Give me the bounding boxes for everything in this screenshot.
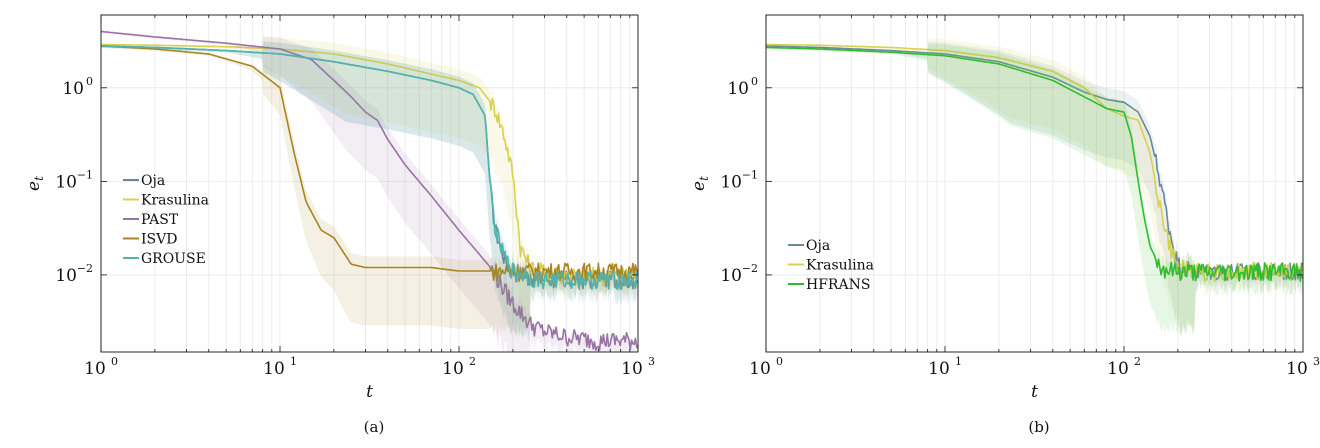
series-line-oja <box>766 45 1303 282</box>
series-line-past <box>101 30 638 351</box>
x-axis-label: t <box>1031 382 1038 402</box>
y-tick-label-exponent: 0 <box>751 75 758 88</box>
x-tick-label-exponent: 2 <box>1134 355 1141 368</box>
y-tick-label-exponent: −1 <box>77 168 93 181</box>
x-tick-label-exponent: 1 <box>955 355 962 368</box>
x-tick-label: 10 <box>928 359 950 379</box>
x-tick-label-exponent: 0 <box>776 355 783 368</box>
legend-label: Krasulina <box>141 193 209 209</box>
legend-label: GROUSE <box>141 251 206 267</box>
x-tick-label-exponent: 1 <box>290 355 297 368</box>
legend-item-krasulina: Krasulina <box>123 193 209 209</box>
series-line-grouse <box>101 45 638 291</box>
x-tick-label: 10 <box>749 359 771 379</box>
series-band-hfrans <box>766 43 1303 339</box>
legend-label: PAST <box>141 212 179 228</box>
x-tick-label: 10 <box>84 359 106 379</box>
y-tick-label-exponent: −2 <box>77 262 93 275</box>
plot-area <box>101 30 638 352</box>
series-line-krasulina <box>766 43 1303 282</box>
legend-label: HFRANS <box>806 277 870 293</box>
axes-frame <box>765 14 1304 353</box>
legend-item-past: PAST <box>123 212 179 228</box>
y-tick-label: 10 <box>727 79 749 99</box>
series-band-krasulina <box>766 38 1303 336</box>
legend-item-oja: Oja <box>123 173 165 189</box>
x-tick-label: 10 <box>1286 359 1308 379</box>
series-band-grouse <box>101 41 638 344</box>
x-tick-label: 10 <box>263 359 285 379</box>
series-band-krasulina <box>101 37 638 327</box>
axes-frame <box>100 14 639 353</box>
grid <box>765 15 1303 352</box>
y-tick-label: 10 <box>720 172 742 192</box>
panel-caption: (a) <box>364 418 385 436</box>
series-band-oja <box>766 41 1303 335</box>
y-axis-label: et <box>24 176 46 191</box>
x-tick-label: 10 <box>442 359 464 379</box>
y-tick-label: 10 <box>55 266 77 286</box>
legend-label: Oja <box>806 238 830 254</box>
x-tick-label: 10 <box>621 359 643 379</box>
legend-item-krasulina: Krasulina <box>788 258 874 274</box>
legend-label: Krasulina <box>806 258 874 274</box>
x-tick-label: 10 <box>1107 359 1129 379</box>
series-line-isvd <box>101 45 638 283</box>
legend-item-grouse: GROUSE <box>123 251 206 267</box>
x-tick-label-exponent: 2 <box>469 355 476 368</box>
y-tick-label-exponent: −1 <box>742 168 758 181</box>
legend-label: ISVD <box>141 232 177 248</box>
series-band-isvd <box>101 46 638 340</box>
x-tick-label-exponent: 3 <box>648 355 655 368</box>
x-tick-label-exponent: 0 <box>111 355 118 368</box>
y-tick-label: 10 <box>720 266 742 286</box>
legend-item-oja: Oja <box>788 238 830 254</box>
y-tick-label-exponent: −2 <box>742 262 758 275</box>
legend-item-isvd: ISVD <box>123 232 177 248</box>
y-axis-label: et <box>689 176 711 191</box>
series-band-oja <box>101 41 638 344</box>
grid <box>100 15 638 352</box>
plot-area <box>766 38 1303 339</box>
series-line-hfrans <box>766 46 1303 282</box>
panel-caption: (b) <box>1028 418 1049 436</box>
legend-item-hfrans: HFRANS <box>788 277 870 293</box>
x-tick-label-exponent: 3 <box>1313 355 1320 368</box>
y-tick-label: 10 <box>62 79 84 99</box>
legend-label: Oja <box>141 173 165 189</box>
y-tick-label-exponent: 0 <box>86 75 93 88</box>
legend: Oja Krasulina PAST ISVD GROUSE <box>123 173 209 267</box>
y-tick-label: 10 <box>55 172 77 192</box>
panel-b: 10 0 10 1 10 2 10 3−210−110010tetOjaKrasulinaHF… <box>689 14 1320 436</box>
legend: Oja Krasulina HFRANS <box>788 238 874 293</box>
series-line-krasulina <box>101 43 638 286</box>
x-axis-label: t <box>366 382 373 402</box>
